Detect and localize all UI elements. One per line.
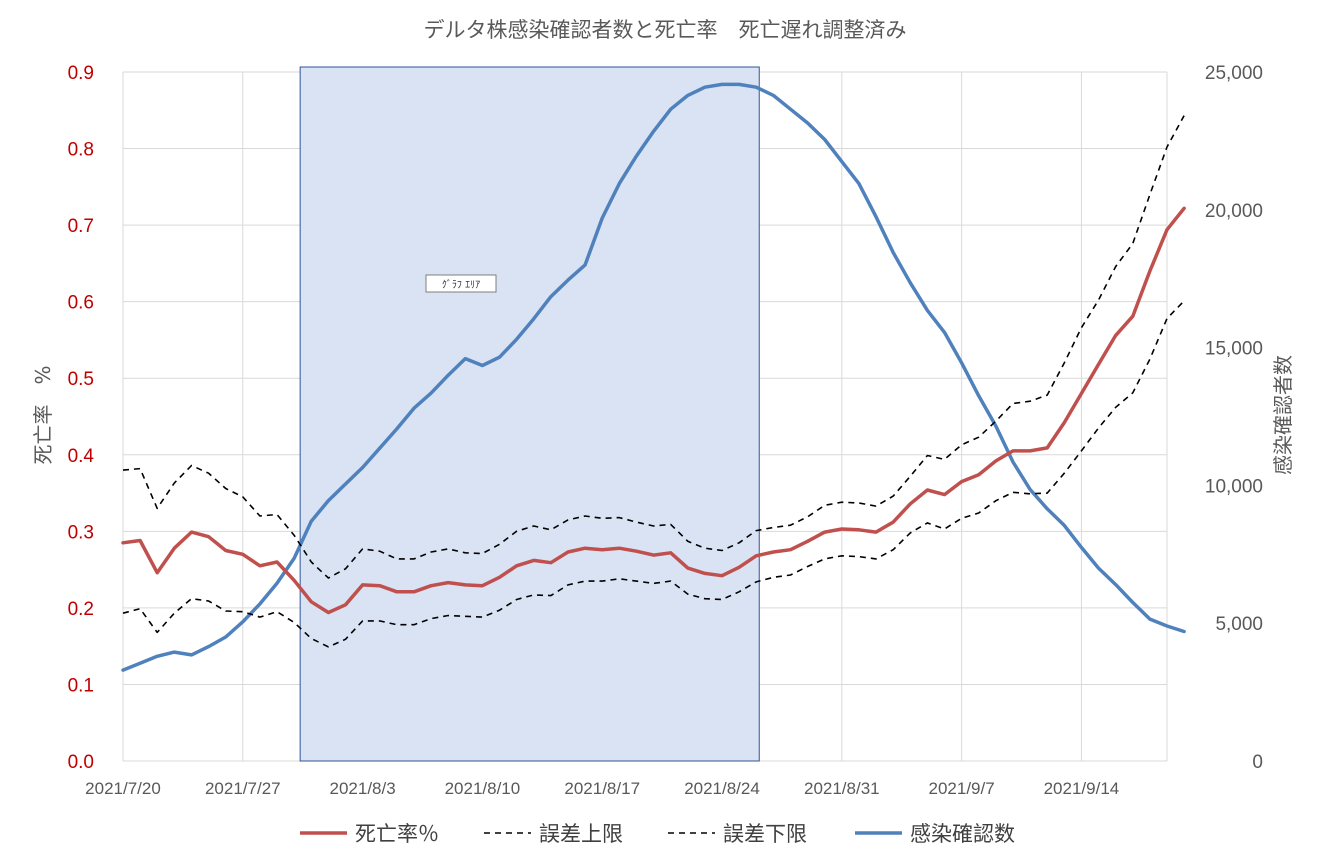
- right-tick-label: 20,000: [1205, 201, 1263, 222]
- left-tick-label: 0.2: [68, 599, 94, 620]
- left-tick-label: 0.8: [68, 140, 94, 161]
- left-axis-ticks: 0.0 0.1 0.2 0.3 0.4 0.5 0.6 0.7 0.8 0.9: [68, 63, 95, 773]
- x-tick-label: 2021/8/31: [804, 779, 880, 798]
- left-tick-label: 0.0: [68, 752, 94, 773]
- tooltip-text: ｸﾞﾗﾌ ｴﾘｱ: [442, 279, 480, 291]
- left-tick-label: 0.3: [68, 522, 94, 543]
- x-axis-ticks: 2021/7/20 2021/7/27 2021/8/3 2021/8/10 2021/…: [85, 779, 1119, 798]
- series-line-0: [121, 206, 1186, 615]
- right-tick-label: 10,000: [1205, 476, 1263, 497]
- left-tick-label: 0.6: [68, 293, 94, 314]
- x-tick-label: 2021/7/20: [85, 779, 161, 798]
- legend-label: 感染確認数: [910, 822, 1015, 846]
- right-tick-label: 15,000: [1205, 339, 1263, 360]
- tooltip-box: [425, 274, 497, 293]
- x-tick-label: 2021/7/27: [205, 779, 281, 798]
- legend: 死亡率％ 誤差上限 誤差下限 感染確認数: [300, 822, 1015, 846]
- x-tick-label: 2021/9/7: [929, 779, 995, 798]
- left-tick-label: 0.7: [68, 216, 94, 237]
- right-tick-label: 0: [1252, 752, 1263, 773]
- left-tick-label: 0.1: [68, 675, 94, 696]
- x-tick-label: 2021/8/17: [564, 779, 640, 798]
- series-layer: [121, 82, 1186, 672]
- chart-area-tooltip: ｸﾞﾗﾌ ｴﾘｱ: [425, 274, 497, 293]
- left-axis-title: 死亡率 %: [31, 365, 55, 464]
- x-tick-label: 2021/8/24: [684, 779, 760, 798]
- x-tick-label: 2021/9/14: [1044, 779, 1120, 798]
- legend-label: 死亡率％: [355, 822, 439, 846]
- left-tick-label: 0.5: [68, 369, 94, 390]
- series-line-1: [122, 115, 1185, 579]
- x-tick-label: 2021/8/10: [445, 779, 521, 798]
- series-line-2: [122, 300, 1185, 648]
- left-tick-label: 0.4: [68, 446, 95, 467]
- right-axis-ticks: 0 5,000 10,000 15,000 20,000 25,000: [1205, 63, 1263, 773]
- series-line-3: [121, 82, 1186, 672]
- x-tick-label: 2021/8/3: [330, 779, 396, 798]
- right-axis-title: 感染確認者数: [1271, 355, 1295, 475]
- legend-label: 誤差下限: [723, 822, 807, 846]
- right-tick-label: 5,000: [1215, 614, 1263, 635]
- left-tick-label: 0.9: [68, 63, 94, 84]
- legend-label: 誤差上限: [539, 822, 623, 846]
- chart-title: デルタ株感染確認者数と死亡率 死亡遅れ調整済み: [424, 18, 907, 42]
- right-tick-label: 25,000: [1205, 63, 1263, 84]
- highlight-region[interactable]: [299, 66, 760, 762]
